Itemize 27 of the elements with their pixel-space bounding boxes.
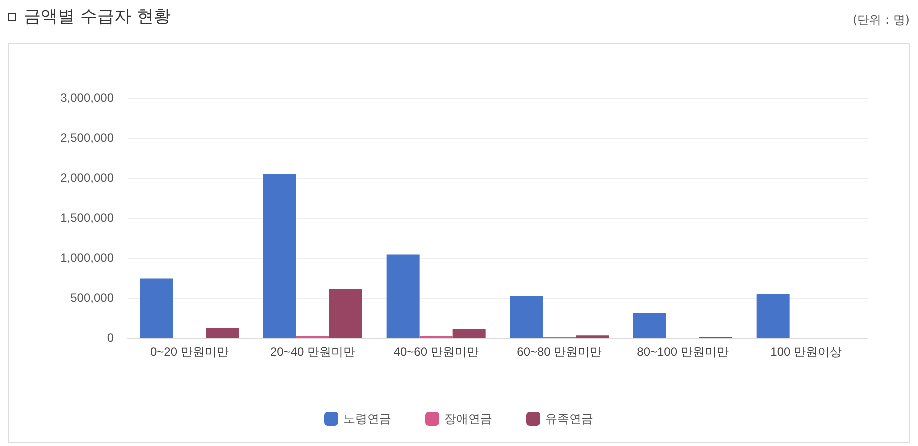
legend-label: 유족연금: [546, 412, 594, 426]
y-tick-label: 1,500,000: [60, 211, 114, 225]
x-tick-label: 100 만원이상: [770, 345, 842, 359]
y-tick-label: 500,000: [70, 291, 114, 305]
legend-label: 노령연금: [344, 412, 392, 426]
bar: [140, 278, 174, 338]
y-tick-label: 3,000,000: [60, 91, 114, 105]
bar: [634, 313, 666, 338]
y-tick-label: 0: [107, 331, 114, 345]
bar: [264, 174, 296, 338]
bar: [452, 329, 486, 338]
x-tick-label: 40~60 만원미만: [394, 345, 479, 359]
y-tick-label: 1,000,000: [60, 251, 114, 265]
x-tick-label: 80~100 만원미만: [637, 345, 729, 359]
x-tick-label: 20~40 만원미만: [270, 345, 356, 359]
x-tick-label: 60~80 만원미만: [517, 345, 602, 359]
y-tick-label: 2,500,000: [60, 131, 114, 145]
legend-label: 장애연금: [444, 412, 492, 426]
bar: [756, 294, 790, 338]
chart-title: 금액별 수급자 현황: [24, 6, 171, 28]
bar: [510, 296, 544, 338]
bar: [330, 289, 362, 338]
bar: [206, 328, 240, 338]
x-tick-label: 0~20 만원미만: [150, 345, 229, 359]
text: (단위 : 명): [852, 12, 910, 29]
bar: [386, 254, 420, 338]
y-tick-label: 2,000,000: [60, 171, 114, 185]
